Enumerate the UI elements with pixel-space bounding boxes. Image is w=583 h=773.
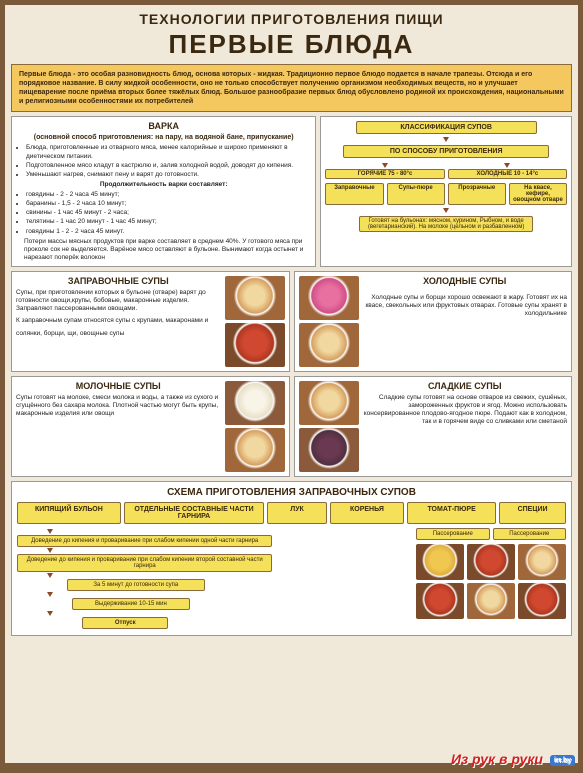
zapr-title: ЗАПРАВОЧНЫЕ СУПЫ <box>16 276 221 286</box>
arrow-down-icon <box>443 137 449 142</box>
soup-image <box>225 381 285 425</box>
soup-image <box>299 381 359 425</box>
soup-image <box>467 544 515 580</box>
page: ТЕХНОЛОГИИ ПРИГОТОВЛЕНИЯ ПИЩИ ПЕРВЫЕ БЛЮ… <box>5 5 578 763</box>
milk-title: МОЛОЧНЫЕ СУПЫ <box>16 381 221 391</box>
zapr-p1: Супы, при приготовлении которых в бульон… <box>16 289 221 313</box>
watermark-text: Из рук в руки <box>451 751 543 767</box>
dur-item: телятины - 1 час 20 минут - 1 час 45 мин… <box>26 218 311 226</box>
varka-items: Блюда, приготовленные из отварного мяса,… <box>16 144 311 179</box>
scheme-pass: Пассерование <box>493 528 567 540</box>
header-line2: ПЕРВЫЕ БЛЮДА <box>11 29 572 60</box>
varka-item: Блюда, приготовленные из отварного мяса,… <box>26 144 311 160</box>
class-hot: ГОРЯЧИЕ 75 - 80°с <box>325 169 444 179</box>
hot-type: Прозрачные <box>448 183 506 205</box>
soup-image <box>416 544 464 580</box>
varka-item: Подготовленное мясо кладут в кастрюлю и,… <box>26 162 311 170</box>
class-title: КЛАССИФИКАЦИЯ СУПОВ <box>356 121 537 134</box>
varka-title: ВАРКА <box>16 121 311 131</box>
scheme-box: КОРЕНЬЯ <box>330 502 404 524</box>
sweet-p: Сладкие супы готовят на основе отваров и… <box>363 394 568 427</box>
scheme-pass: Пассерование <box>416 528 490 540</box>
soup-image <box>467 583 515 619</box>
hot-note: Готовят на бульонах: мясном, курином, Ры… <box>359 216 533 232</box>
scheme-box: СПЕЦИИ <box>499 502 566 524</box>
soup-image <box>225 428 285 472</box>
cold-title: ХОЛОДНЫЕ СУПЫ <box>363 276 568 286</box>
varka-panel: ВАРКА (основной способ приготовления: на… <box>11 116 316 267</box>
zapr-p3: солянки, борщи, щи, овощные супы <box>16 330 221 338</box>
header-line1: ТЕХНОЛОГИИ ПРИГОТОВЛЕНИЯ ПИЩИ <box>11 11 572 27</box>
classification-panel: КЛАССИФИКАЦИЯ СУПОВ ПО СПОСОБУ ПРИГОТОВЛ… <box>320 116 572 267</box>
cold-p: Холодные супы и борщи хорошо освежают в … <box>363 294 568 318</box>
dur-item: баранины - 1,5 - 2 часа 10 минут; <box>26 200 311 208</box>
soup-image <box>299 428 359 472</box>
scheme-step: Доведение до кипения и проваривание при … <box>17 554 272 572</box>
dur-item: говядины 1 - 2 - 2 часа 45 минут. <box>26 228 311 236</box>
sweet-panel: СЛАДКИЕ СУПЫ Сладкие супы готовят на осн… <box>294 376 573 477</box>
soup-image <box>225 276 285 320</box>
watermark: Из рук в руки irr.by <box>451 751 575 767</box>
soup-image <box>299 323 359 367</box>
intro-text: Первые блюда - это особая разновидность … <box>11 64 572 112</box>
scheme-step: Доведение до кипения и проваривание при … <box>17 535 272 547</box>
varka-sub: (основной способ приготовления: на пару,… <box>16 134 311 141</box>
soup-image <box>299 276 359 320</box>
varka-durations: говядины - 2 - 2 часа 45 минут; баранины… <box>16 191 311 236</box>
scheme-box: КИПЯЩИЙ БУЛЬОН <box>17 502 121 524</box>
scheme-box: ТОМАТ-ПЮРЕ <box>407 502 496 524</box>
milk-panel: МОЛОЧНЫЕ СУПЫ Супы готовят на молоке, см… <box>11 376 290 477</box>
scheme-title: СХЕМА ПРИГОТОВЛЕНИЯ ЗАПРАВОЧНЫХ СУПОВ <box>17 487 566 498</box>
hot-type: Заправочные <box>325 183 383 205</box>
scheme-step: За 5 минут до готовности супа <box>67 579 205 591</box>
soup-image <box>518 583 566 619</box>
scheme-step: Отпуск <box>82 617 168 629</box>
zapr-p2: К заправочным супам относятся супы с кру… <box>16 317 221 325</box>
varka-dur-title: Продолжительность варки составляет: <box>16 181 311 189</box>
scheme-step: Выдерживание 10-15 мин <box>72 598 190 610</box>
sweet-title: СЛАДКИЕ СУПЫ <box>363 381 568 391</box>
header: ТЕХНОЛОГИИ ПРИГОТОВЛЕНИЯ ПИЩИ ПЕРВЫЕ БЛЮ… <box>11 11 572 60</box>
soup-image <box>225 323 285 367</box>
scheme-box: ОТДЕЛЬНЫЕ СОСТАВНЫЕ ЧАСТИ ГАРНИРА <box>124 502 265 524</box>
scheme-panel: СХЕМА ПРИГОТОВЛЕНИЯ ЗАПРАВОЧНЫХ СУПОВ КИ… <box>11 481 572 636</box>
cold-type: На квасе, кефире, овощном отваре <box>509 183 567 205</box>
dur-item: свинины - 1 час 45 минут - 2 часа; <box>26 209 311 217</box>
hot-type: Супы-пюре <box>387 183 445 205</box>
zapr-panel: ЗАПРАВОЧНЫЕ СУПЫ Супы, при приготовлении… <box>11 271 290 372</box>
varka-notes: Потери массы мясных продуктов при варке … <box>16 238 311 262</box>
class-cold: ХОЛОДНЫЕ 10 - 14°с <box>448 169 567 179</box>
soup-image <box>416 583 464 619</box>
varka-item: Уменьшают нагрев, снимают пену и варят д… <box>26 171 311 179</box>
cold-panel: ХОЛОДНЫЕ СУПЫ Холодные супы и борщи хоро… <box>294 271 573 372</box>
milk-p: Супы готовят на молоке, смеси молока и в… <box>16 394 221 418</box>
dur-item: говядины - 2 - 2 часа 45 минут; <box>26 191 311 199</box>
scheme-box: ЛУК <box>267 502 327 524</box>
class-method: ПО СПОСОБУ ПРИГОТОВЛЕНИЯ <box>343 145 548 158</box>
watermark-badge: irr.by <box>550 755 575 766</box>
soup-image <box>518 544 566 580</box>
